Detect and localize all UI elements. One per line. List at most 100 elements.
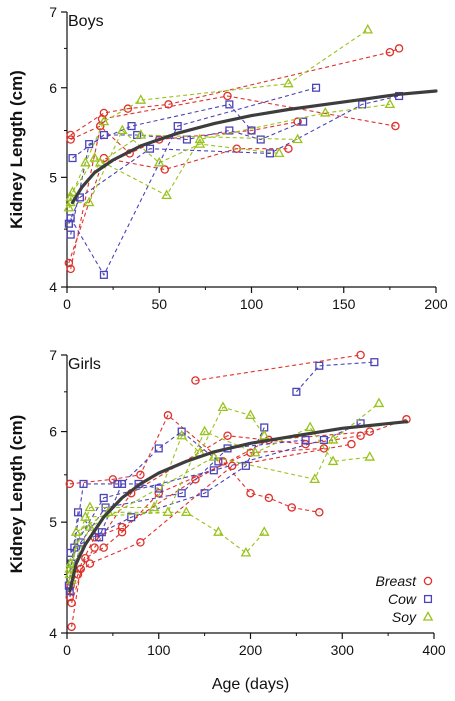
data-point-soy <box>98 115 110 126</box>
data-point-soy <box>283 77 294 88</box>
subject-track-breast <box>195 354 361 382</box>
data-point-breast <box>117 527 127 537</box>
subject-track-cow <box>72 121 304 159</box>
subject-track-soy <box>70 29 369 198</box>
data-point-cow <box>127 513 136 522</box>
data-point-soy <box>292 133 303 144</box>
data-point-soy <box>161 189 172 200</box>
data-point-cow <box>66 230 75 239</box>
data-point-breast <box>319 444 329 453</box>
x-tick-label: 0 <box>63 642 71 658</box>
data-point-cow <box>99 270 108 279</box>
data-point-breast <box>108 475 118 484</box>
data-point-cow <box>312 83 321 92</box>
data-point-soy <box>240 546 252 557</box>
data-point-cow <box>64 219 73 228</box>
series-breast <box>65 350 411 632</box>
data-point-breast <box>67 598 76 608</box>
data-point-soy <box>273 147 285 158</box>
data-point-cow <box>265 149 274 158</box>
data-point-breast <box>391 121 400 131</box>
data-point-cow <box>68 154 77 163</box>
x-tick-label: 150 <box>332 296 356 312</box>
data-point-cow <box>85 140 94 149</box>
data-point-soy <box>148 501 160 512</box>
data-point-breast <box>356 350 365 360</box>
data-point-cow <box>66 548 75 557</box>
data-point-cow <box>301 435 310 444</box>
y-tick-label: 4 <box>49 279 57 295</box>
subject-track-soy <box>68 134 298 209</box>
y-axis-label: Kidney Length (cm) <box>7 415 26 574</box>
data-point-soy <box>364 451 376 461</box>
subject-track-soy <box>70 426 370 564</box>
legend-label-soy: Soy <box>392 609 417 625</box>
data-point-breast <box>287 503 297 512</box>
data-point-breast <box>223 431 232 440</box>
series-cow <box>64 358 379 596</box>
data-point-cow <box>247 126 256 135</box>
data-point-soy <box>153 156 165 167</box>
y-tick-label: 5 <box>49 514 57 530</box>
x-tick-label: 100 <box>240 296 264 312</box>
data-point-soy <box>63 201 75 212</box>
x-axis-label: Age (days) <box>212 676 289 693</box>
data-point-soy <box>65 191 76 202</box>
data-point-breast <box>99 543 108 552</box>
subject-track-breast <box>70 47 400 136</box>
data-point-cow <box>370 358 379 367</box>
x-tick-label: 200 <box>239 642 263 658</box>
subject-track-breast <box>69 443 352 598</box>
data-point-cow <box>145 144 155 153</box>
data-point-cow <box>118 479 127 488</box>
subject-track-cow <box>68 95 400 224</box>
panel-title: Boys <box>68 13 104 30</box>
data-point-soy <box>135 94 147 104</box>
x-tick-label: 400 <box>422 642 446 658</box>
data-point-breast <box>293 117 302 126</box>
data-point-breast <box>90 543 99 552</box>
legend-label-breast: Breast <box>376 573 418 589</box>
data-point-soy <box>217 401 229 411</box>
y-tick-label: 6 <box>49 424 57 440</box>
data-point-breast <box>66 264 75 274</box>
legend-label-cow: Cow <box>388 591 417 607</box>
data-point-breast <box>65 479 75 489</box>
data-point-breast <box>347 439 356 449</box>
legend-marker-soy <box>422 611 434 621</box>
subject-track-cow <box>70 87 317 277</box>
data-point-soy <box>67 186 78 196</box>
data-point-cow <box>241 461 250 470</box>
data-point-cow <box>319 435 328 444</box>
data-point-cow <box>209 466 218 475</box>
data-point-soy <box>80 156 91 167</box>
data-point-breast <box>66 135 75 144</box>
subject-track-breast <box>68 148 289 264</box>
data-point-cow <box>127 122 136 131</box>
data-point-soy <box>309 473 321 483</box>
series-breast <box>64 44 404 274</box>
data-point-soy <box>194 138 206 148</box>
data-point-soy <box>194 133 206 144</box>
subject-track-soy <box>72 103 390 197</box>
series-cow <box>64 83 404 279</box>
data-point-breast <box>284 144 293 153</box>
y-tick-label: 7 <box>49 347 57 363</box>
data-point-soy <box>117 124 128 135</box>
data-point-soy <box>80 511 91 521</box>
data-point-soy <box>208 451 220 461</box>
subject-track-soy <box>69 402 380 575</box>
data-point-breast <box>227 461 237 471</box>
data-point-cow <box>225 126 234 135</box>
data-point-breast <box>67 622 76 632</box>
data-point-breast <box>191 376 200 385</box>
data-point-cow <box>225 100 234 109</box>
data-point-breast <box>218 457 228 466</box>
data-point-breast <box>163 411 173 420</box>
data-point-breast <box>136 538 145 547</box>
data-point-soy <box>319 107 331 117</box>
panel-title: Girls <box>68 356 101 373</box>
data-point-soy <box>258 526 270 536</box>
data-point-soy <box>94 156 106 167</box>
